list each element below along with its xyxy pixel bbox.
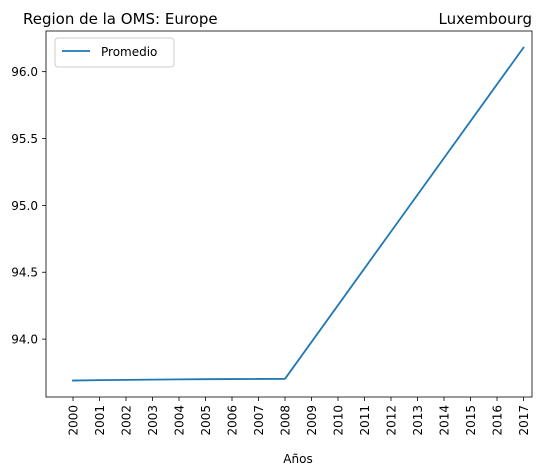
- y-tick-label: 95.0: [11, 199, 38, 213]
- series-line-promedio: [72, 46, 525, 382]
- y-axis: 94.0 94.5 95.0 95.5 96.0: [11, 65, 46, 347]
- x-tick-label: 2004: [173, 405, 187, 436]
- legend-label: Promedio: [101, 45, 157, 59]
- x-tick-label: 2012: [385, 405, 399, 436]
- x-tick-label: 2011: [358, 405, 372, 436]
- x-tick-label: 2005: [199, 405, 213, 436]
- y-tick-label: 94.0: [11, 333, 38, 347]
- x-tick-label: 2000: [67, 405, 81, 436]
- chart-title-left: Region de la OMS: Europe: [23, 10, 218, 28]
- x-tick-label: 2007: [252, 405, 266, 436]
- x-axis-label: Años: [283, 452, 312, 466]
- x-tick-label: 2009: [305, 405, 319, 436]
- legend: Promedio: [54, 37, 175, 68]
- y-tick-label: 96.0: [11, 65, 38, 79]
- x-tick-label: 2003: [146, 405, 160, 436]
- legend-box: [54, 37, 175, 68]
- series-lines: [72, 46, 525, 382]
- y-tick-label: 95.5: [11, 132, 38, 146]
- x-axis: 2000 2001 2002 2003 2004 2005 2006 2007 2008 2009…: [67, 397, 531, 436]
- x-tick-label: 2008: [279, 405, 293, 436]
- x-tick-label: 2010: [332, 405, 346, 436]
- y-tick-label: 94.5: [11, 266, 38, 280]
- x-tick-label: 2001: [93, 405, 107, 436]
- x-tick-label: 2006: [226, 405, 240, 436]
- x-tick-label: 2014: [438, 405, 452, 436]
- plot-area: [45, 30, 533, 398]
- x-tick-label: 2017: [517, 405, 531, 436]
- x-tick-label: 2015: [464, 405, 478, 436]
- x-tick-label: 2002: [120, 405, 134, 436]
- x-tick-label: 2016: [491, 405, 505, 436]
- x-tick-label: 2013: [411, 405, 425, 436]
- chart-title-right: Luxembourg: [439, 10, 533, 28]
